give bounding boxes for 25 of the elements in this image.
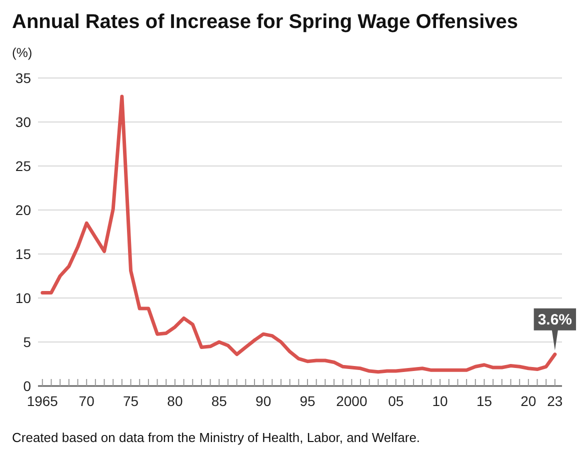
y-tick-label: 15	[15, 246, 32, 262]
x-tick-label: 95	[300, 392, 316, 409]
y-tick-label: 30	[15, 114, 32, 130]
y-tick-label: 35	[15, 70, 32, 86]
x-tick-label: 80	[167, 392, 183, 409]
chart-title: Annual Rates of Increase for Spring Wage Offensives	[12, 11, 518, 33]
y-tick-label: 20	[15, 202, 32, 218]
x-tick-label: 15	[476, 392, 492, 409]
x-tick-label: 1965	[26, 392, 58, 409]
x-tick-label: 90	[256, 392, 272, 409]
y-tick-label: 10	[15, 290, 32, 306]
x-tick-label: 20	[520, 392, 536, 409]
text: Created based on data from the Ministry of Health, Labor, and Welfare.	[12, 430, 420, 445]
x-tick-label: 05	[388, 392, 404, 409]
y-tick-label: 0	[23, 378, 32, 394]
annotation: 3.6%	[538, 312, 572, 329]
x-tick-label: 2000	[336, 392, 368, 409]
x-tick-label: 10	[432, 392, 448, 409]
x-tick-label: 75	[122, 392, 139, 409]
x-tick-label: 85	[211, 392, 228, 409]
y-tick-label: 5	[23, 334, 32, 350]
y-axis-title: (%)	[12, 45, 32, 60]
x-tick-label: 23	[547, 392, 563, 409]
y-tick-label: 25	[15, 158, 32, 174]
x-tick-label: 70	[78, 392, 95, 409]
